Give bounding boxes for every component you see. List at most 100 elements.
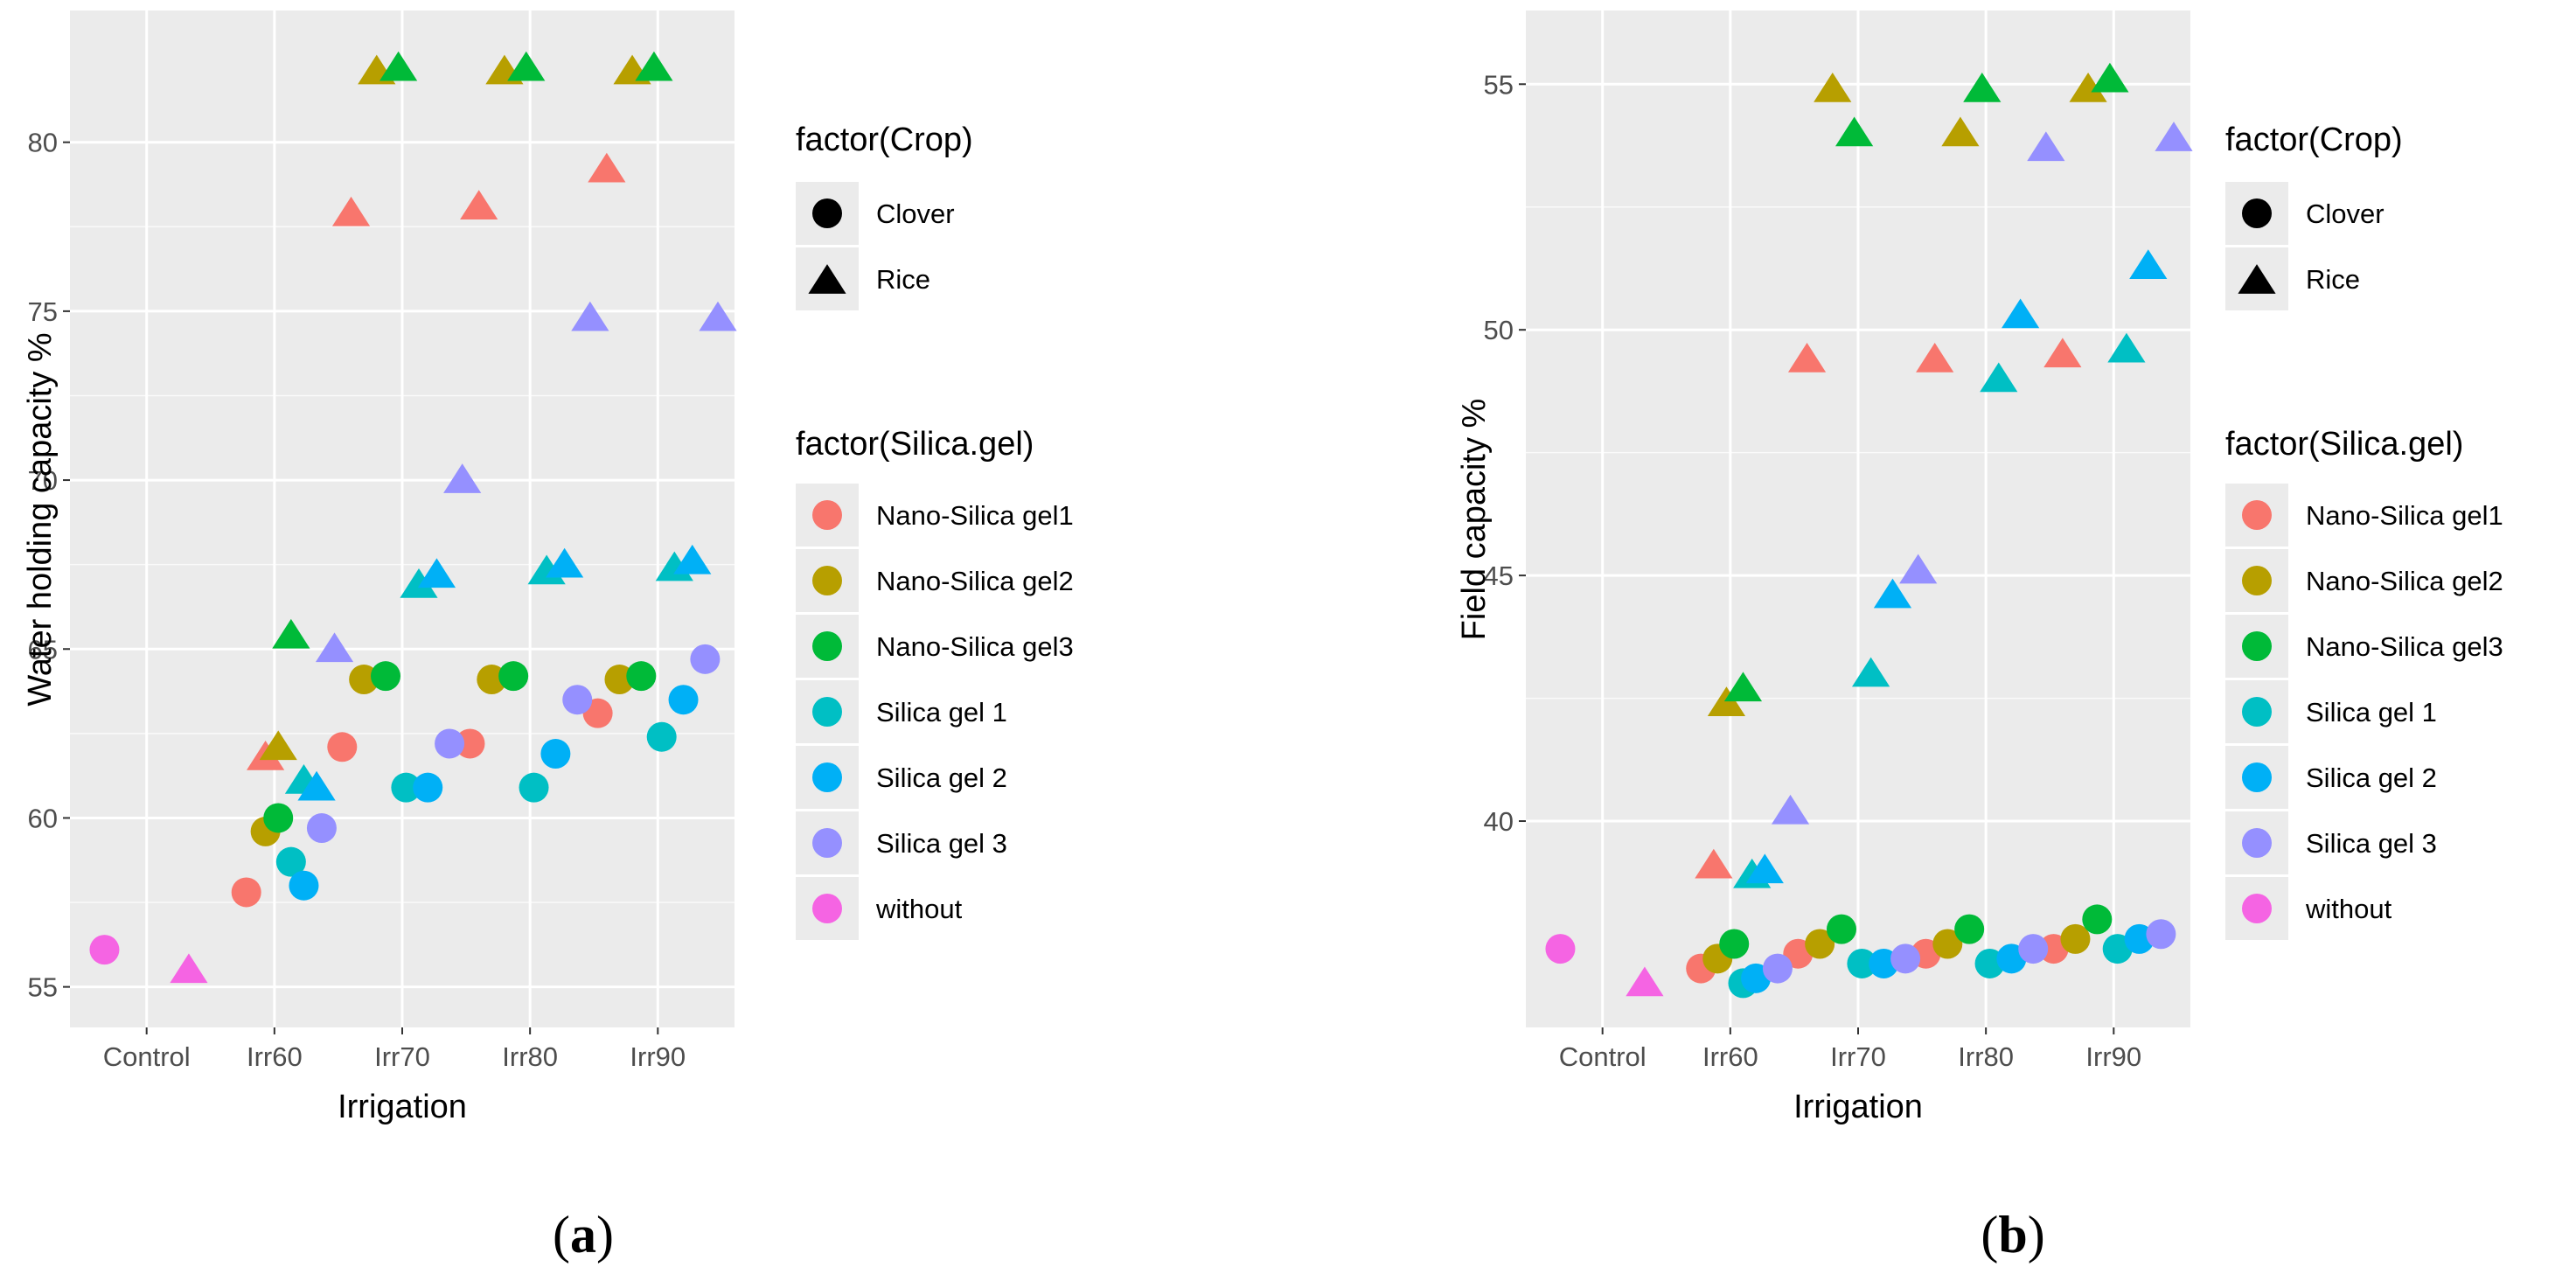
data-point-clover <box>1847 948 1877 978</box>
chart-a: 55 60 65 70 75 80 Control Irr60 Irr70 Irr80 Irr90 I… <box>22 10 1074 1264</box>
data-point-rice <box>1771 794 1810 825</box>
data-point-rice <box>400 567 438 598</box>
data-point-rice <box>1787 343 1827 372</box>
legend-color-key <box>812 631 842 661</box>
legend-color-key <box>2242 500 2272 530</box>
series-legend-label: Silica gel 3 <box>876 828 1007 859</box>
legend-color-key <box>812 762 842 792</box>
series-legend-label: Nano-Silica gel2 <box>2306 566 2503 596</box>
y-tick-label: 70 <box>28 465 58 496</box>
data-point-rice <box>1723 672 1763 702</box>
data-point-clover <box>289 870 319 901</box>
shape-legend-title: factor(Crop) <box>2225 122 2403 158</box>
caption-close-paren: ) <box>2028 1206 2045 1264</box>
y-tick-label: 55 <box>1484 69 1514 100</box>
legend-color-key <box>812 697 842 727</box>
legend-triangle-key <box>2238 264 2276 294</box>
data-point-clover <box>1545 934 1576 964</box>
data-point-clover <box>1762 953 1793 984</box>
data-point-clover <box>371 661 400 692</box>
data-point-clover <box>519 772 549 803</box>
data-point-rice <box>2091 62 2129 93</box>
data-point-rice <box>460 190 498 219</box>
x-tick-label: Irr80 <box>1958 1041 2014 1072</box>
x-tick-label: Irr70 <box>1830 1041 1886 1072</box>
series-legend-label: without <box>2305 894 2392 924</box>
data-point-rice <box>1963 72 2002 102</box>
data-point-clover <box>1805 929 1835 959</box>
data-point-clover <box>391 772 421 803</box>
data-point-rice <box>315 632 354 663</box>
legend-circle-key <box>812 198 842 228</box>
x-tick-label: Control <box>103 1041 191 1072</box>
series-legend-label: Nano-Silica gel2 <box>876 566 1074 596</box>
data-point-clover <box>498 661 529 692</box>
data-point-rice <box>259 730 297 761</box>
data-point-clover <box>2060 923 2091 954</box>
series-legend-label: Silica gel 1 <box>876 697 1007 728</box>
x-tick-label: Irr60 <box>1702 1041 1758 1072</box>
shape-legend-label: Rice <box>2306 264 2360 295</box>
data-point-rice <box>546 547 584 578</box>
y-tick-label: 80 <box>28 128 58 158</box>
series-legend-label: Nano-Silica gel3 <box>876 631 1074 662</box>
y-tick-label: 75 <box>28 296 58 327</box>
data-point-clover <box>89 935 120 965</box>
data-point-rice <box>2043 338 2082 368</box>
x-tick-label: Irr60 <box>247 1041 303 1072</box>
data-point-rice <box>443 463 482 493</box>
data-point-rice <box>1916 343 1954 372</box>
data-point-rice <box>2129 249 2168 280</box>
data-point-clover <box>1954 914 1985 944</box>
caption-close-paren: ) <box>596 1206 614 1264</box>
series-legend-label: Silica gel 2 <box>876 762 1007 793</box>
data-point-rice <box>507 51 546 81</box>
series-legend-label: Silica gel 3 <box>2306 828 2437 859</box>
legend-color-key <box>2242 762 2272 792</box>
y-tick-label: 45 <box>1484 560 1514 591</box>
data-point-rice <box>699 301 737 331</box>
data-point-rice <box>1814 72 1852 102</box>
shape-legend-label: Rice <box>876 264 930 295</box>
data-point-rice <box>272 618 310 649</box>
data-point-rice <box>673 544 712 574</box>
data-point-clover <box>231 877 261 908</box>
data-point-clover <box>455 728 485 759</box>
data-point-rice <box>417 558 456 588</box>
data-point-clover <box>540 739 571 769</box>
data-point-rice <box>1899 553 1938 584</box>
x-tick-label: Irr70 <box>374 1041 430 1072</box>
x-axis-title: Irrigation <box>1793 1089 1923 1125</box>
y-tick-label: 65 <box>28 634 58 665</box>
data-point-clover <box>306 813 337 844</box>
data-point-rice <box>1835 116 1874 147</box>
color-legend-title: factor(Silica.gel) <box>2225 426 2463 463</box>
shape-legend-label: Clover <box>2306 198 2385 229</box>
series-legend-label: Nano-Silica gel1 <box>876 500 1074 531</box>
data-point-rice <box>1873 578 1912 609</box>
y-axis-title: Field capacity % <box>1456 399 1493 641</box>
legend-color-key <box>2242 566 2272 595</box>
legend-color-key <box>2242 631 2272 661</box>
caption-letter: a <box>570 1206 596 1264</box>
data-point-clover <box>263 803 294 833</box>
chart-b: 40 45 50 55 Control Irr60 Irr70 Irr80 Irr90 Irrig… <box>1456 10 2503 1264</box>
y-axis-title: Water holding capacity % <box>22 332 59 706</box>
legend-color-key <box>2242 828 2272 858</box>
y-tick-label: 55 <box>28 972 58 1003</box>
data-point-rice <box>2002 298 2040 329</box>
data-point-clover <box>1932 929 1963 959</box>
panel-caption: (b) <box>1981 1206 2044 1264</box>
data-point-rice <box>1695 848 1733 879</box>
legend-color-key <box>812 566 842 595</box>
data-point-clover <box>626 661 657 692</box>
legend-color-key <box>812 894 842 923</box>
data-point-rice <box>1745 853 1784 884</box>
legend-triangle-key <box>808 264 846 294</box>
legend-color-key <box>2242 697 2272 727</box>
data-point-clover <box>435 728 465 759</box>
series-legend-label: Nano-Silica gel1 <box>2306 500 2503 531</box>
data-point-clover <box>646 721 677 752</box>
data-point-clover <box>413 772 443 803</box>
